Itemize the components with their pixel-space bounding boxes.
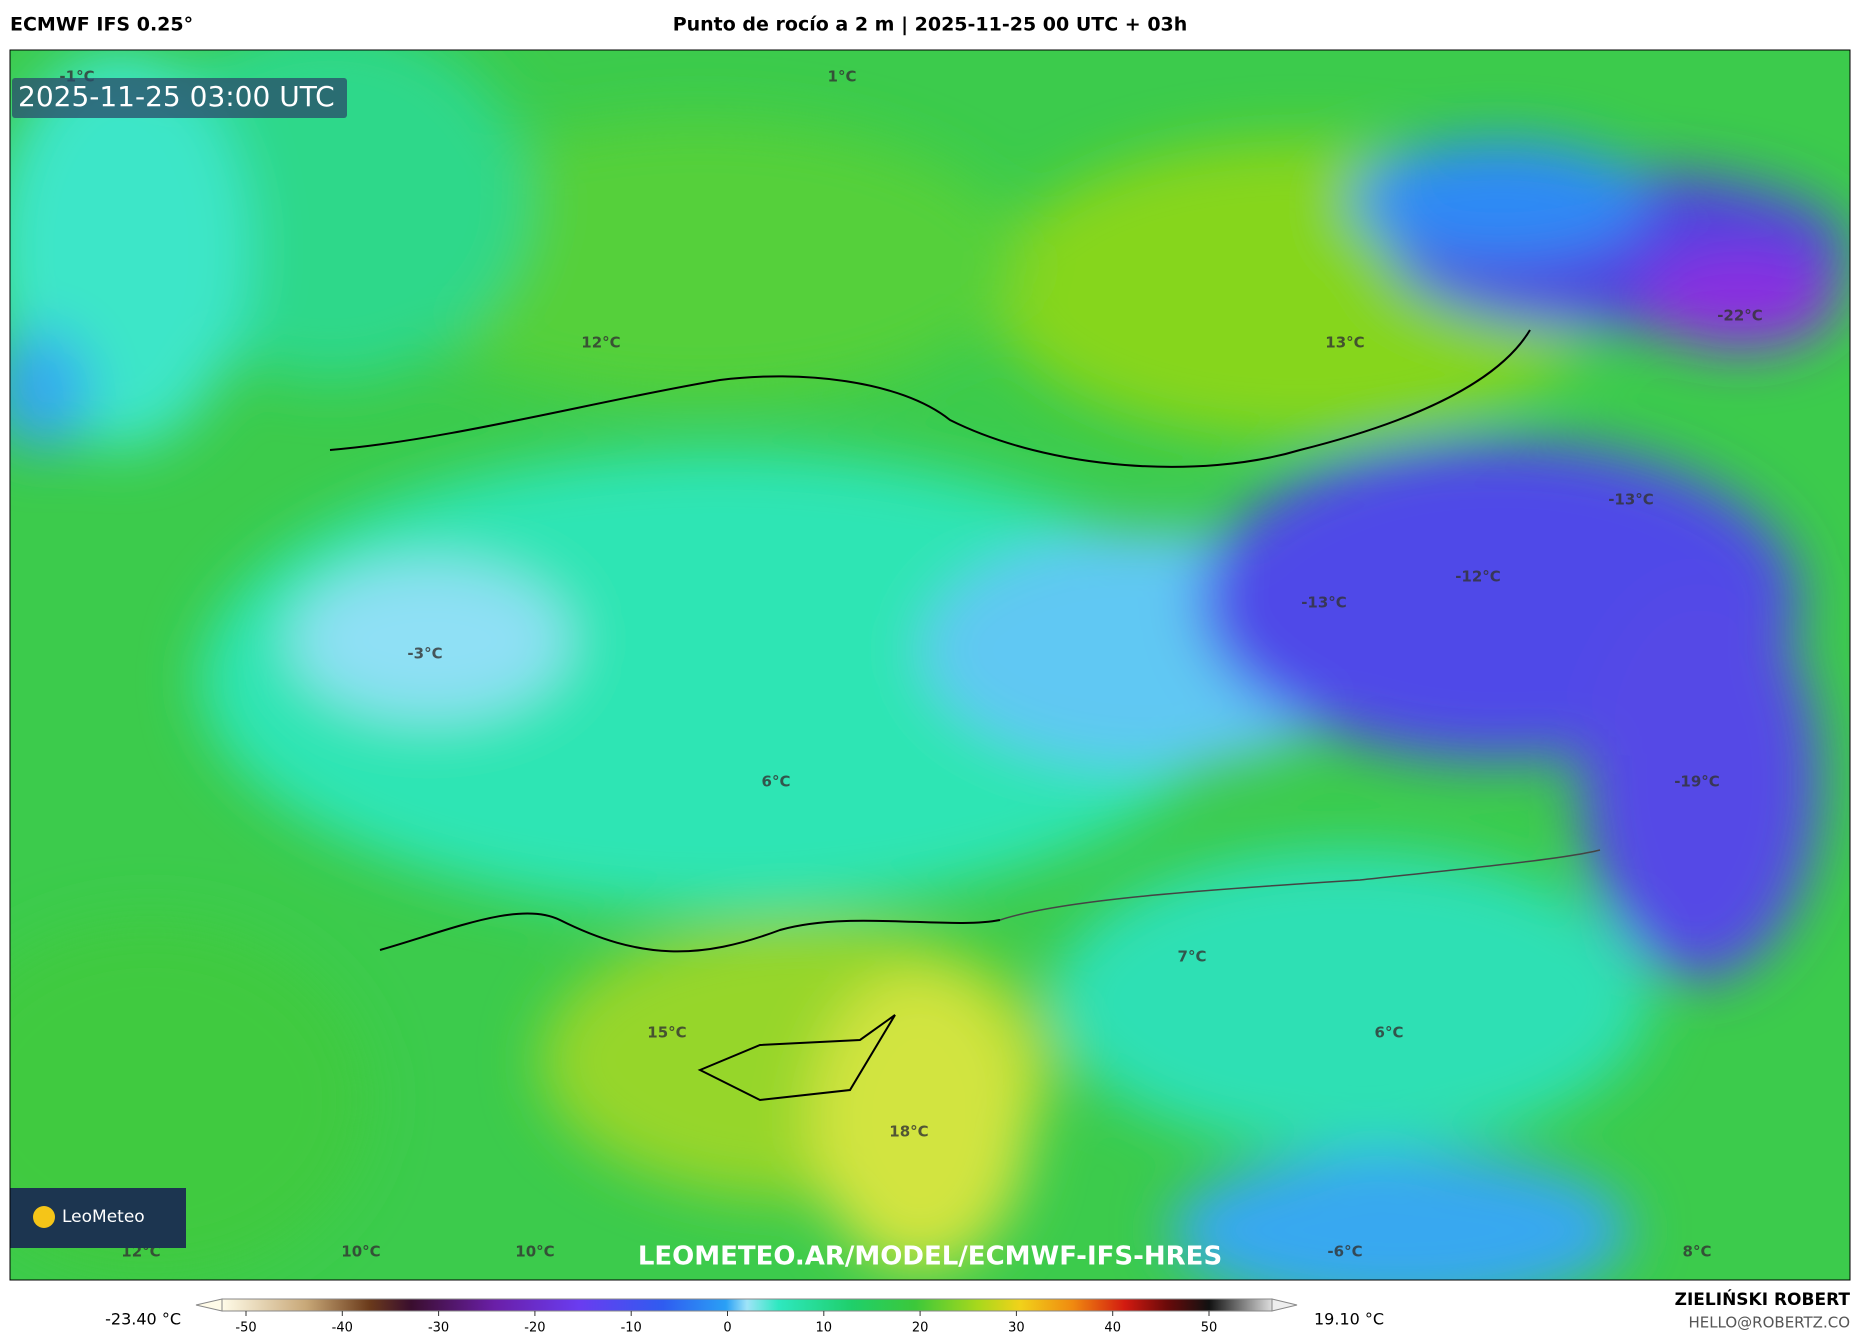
colorbar-tick-label: -50 bbox=[235, 1321, 256, 1336]
map: 1°C -1°C 12°C 13°C -22°C -13°C -12°C -13… bbox=[10, 50, 1850, 1280]
temp-label: -22°C bbox=[1717, 307, 1763, 325]
watermark: LEOMETEO.AR/MODEL/ECMWF-IFS-HRES bbox=[638, 1242, 1222, 1272]
colorbar-tick-label: 20 bbox=[912, 1321, 929, 1336]
logo: LeoMeteo bbox=[62, 1207, 145, 1227]
temp-label: -12°C bbox=[1455, 568, 1501, 586]
colorbar-tick-label: 40 bbox=[1104, 1321, 1121, 1336]
colorbar-tick-label: 0 bbox=[723, 1321, 731, 1336]
temp-label: -13°C bbox=[1608, 491, 1654, 509]
colorbar bbox=[195, 1298, 1298, 1312]
colorbar-min: -23.40 °C bbox=[105, 1310, 181, 1329]
timestamp: 2025-11-25 03:00 UTC bbox=[18, 80, 335, 113]
email: HELLO@ROBERTZ.CO bbox=[1688, 1314, 1850, 1332]
temp-label: 6°C bbox=[762, 773, 791, 791]
author: ZIELIŃSKI ROBERT bbox=[1675, 1288, 1851, 1310]
temp-label: 15°C bbox=[647, 1024, 686, 1042]
colorbar-tick-label: 30 bbox=[1008, 1321, 1025, 1336]
temp-label: 18°C bbox=[889, 1123, 928, 1141]
temp-label: 8°C bbox=[1683, 1243, 1712, 1261]
temp-label: 7°C bbox=[1178, 948, 1207, 966]
model-name: ECMWF IFS 0.25° bbox=[10, 14, 193, 36]
temp-label: -6°C bbox=[1327, 1243, 1362, 1261]
temp-label: 13°C bbox=[1325, 334, 1364, 352]
temp-label: -19°C bbox=[1674, 773, 1720, 791]
colorbar-tick-label: -10 bbox=[621, 1321, 642, 1336]
temp-label: -13°C bbox=[1301, 594, 1347, 612]
map-frame bbox=[9, 49, 1851, 1281]
map-title: Punto de rocío a 2 m | 2025-11-25 00 UTC… bbox=[673, 14, 1188, 36]
temp-label: -3°C bbox=[407, 645, 442, 663]
temp-label: 6°C bbox=[1375, 1024, 1404, 1042]
colorbar-tick-label: -30 bbox=[428, 1321, 449, 1336]
colorbar-max: 19.10 °C bbox=[1314, 1310, 1384, 1329]
colorbar-tick-label: -20 bbox=[524, 1321, 545, 1336]
temp-label: 10°C bbox=[515, 1243, 554, 1261]
temp-label: 1°C bbox=[828, 68, 857, 86]
colorbar-tick-label: 50 bbox=[1201, 1321, 1218, 1336]
colorbar-tick-label: -40 bbox=[332, 1321, 353, 1336]
temp-label: 10°C bbox=[341, 1243, 380, 1261]
temp-label: 12°C bbox=[581, 334, 620, 352]
colorbar-tick-label: 10 bbox=[816, 1321, 833, 1336]
